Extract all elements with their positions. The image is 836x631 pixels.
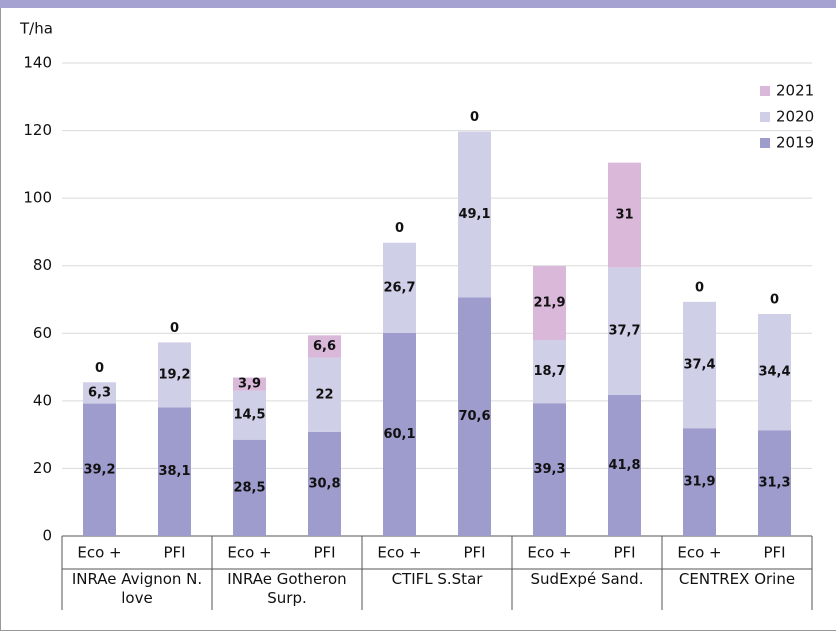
- value-label: 0: [95, 361, 104, 376]
- value-label: 49,1: [458, 207, 490, 222]
- top-band: [0, 0, 836, 8]
- bar-segment: [683, 428, 716, 536]
- legend-label: 2019: [776, 134, 814, 152]
- bar-segment: [533, 403, 566, 536]
- value-label: 21,9: [533, 296, 565, 311]
- value-label: 31,9: [683, 475, 715, 490]
- value-label: 18,7: [533, 364, 565, 379]
- value-label: 19,2: [158, 367, 190, 382]
- value-label: 3,9: [238, 377, 261, 392]
- y-tick-label: 120: [23, 121, 52, 139]
- bar-segment: [383, 242, 416, 333]
- group-label: SudExpé Sand.: [530, 570, 644, 588]
- group-label: CENTREX Orine: [678, 570, 796, 588]
- bar-segment: [158, 407, 191, 536]
- y-tick-label: 40: [33, 391, 52, 409]
- value-label: 6,3: [88, 385, 111, 400]
- y-tick-label: 20: [33, 459, 52, 477]
- bar-segment: [308, 335, 341, 358]
- value-label: 14,5: [233, 408, 265, 423]
- x-tick-label: Eco +: [77, 544, 121, 562]
- bar-segment: [533, 266, 566, 341]
- y-tick-label: 0: [42, 527, 52, 545]
- y-tick-label: 140: [23, 54, 52, 72]
- y-tick-label: 80: [33, 256, 52, 274]
- value-label: 30,8: [308, 476, 340, 491]
- value-label: 34,4: [758, 365, 790, 380]
- bar-segment: [83, 382, 116, 404]
- x-tick-label: PFI: [313, 544, 335, 562]
- bar-segment: [758, 430, 791, 536]
- value-label: 28,5: [233, 480, 265, 495]
- value-label: 22: [315, 387, 333, 402]
- legend-swatch: [760, 86, 770, 96]
- value-label: 6,6: [313, 339, 336, 354]
- value-label: 0: [695, 280, 704, 295]
- value-label: 0: [470, 110, 479, 125]
- value-label: 70,6: [458, 409, 490, 424]
- bar-segment: [608, 394, 641, 536]
- x-tick-label: Eco +: [527, 544, 571, 562]
- y-tick-label: 60: [33, 324, 52, 342]
- bar-segment: [758, 314, 791, 431]
- bar-segment: [683, 301, 716, 429]
- bar-segment: [308, 431, 341, 536]
- legend-label: 2020: [776, 108, 814, 126]
- value-label: 0: [770, 293, 779, 308]
- bar-segment: [533, 340, 566, 404]
- x-tick-label: PFI: [163, 544, 185, 562]
- y-tick-label: 100: [23, 189, 52, 207]
- legend-label: 2021: [776, 82, 814, 100]
- value-label: 39,3: [533, 462, 565, 477]
- x-tick-label: Eco +: [227, 544, 271, 562]
- value-label: 31,3: [758, 476, 790, 491]
- value-label: 60,1: [383, 427, 415, 442]
- group-label: INRAe Gotheron Surp.: [227, 570, 347, 607]
- bar-segment: [308, 357, 341, 432]
- value-label: 26,7: [383, 280, 415, 295]
- bar-segment: [383, 332, 416, 536]
- bar-segment: [233, 390, 266, 440]
- bar-segment: [83, 403, 116, 536]
- group-label: CTIFL S.Star: [391, 570, 483, 588]
- legend-swatch: [760, 138, 770, 148]
- bar-segment: [608, 267, 641, 395]
- bar-segment: [608, 162, 641, 268]
- bar-segment: [233, 377, 266, 391]
- group-label: INRAe Avignon N. love: [71, 570, 203, 607]
- value-label: 41,8: [608, 458, 640, 473]
- value-label: 0: [395, 221, 404, 236]
- x-tick-label: PFI: [463, 544, 485, 562]
- y-axis-label: T/ha: [19, 20, 53, 38]
- value-label: 37,4: [683, 358, 715, 373]
- bar-segment: [233, 439, 266, 536]
- value-label: 39,2: [83, 462, 115, 477]
- x-tick-label: PFI: [763, 544, 785, 562]
- x-tick-label: Eco +: [377, 544, 421, 562]
- value-label: 0: [170, 321, 179, 336]
- value-label: 31: [615, 208, 633, 223]
- bar-segment: [158, 342, 191, 408]
- x-tick-label: PFI: [613, 544, 635, 562]
- bar-segment: [458, 297, 491, 536]
- value-label: 37,7: [608, 324, 640, 339]
- legend-swatch: [760, 112, 770, 122]
- value-label: 38,1: [158, 464, 190, 479]
- x-tick-label: Eco +: [677, 544, 721, 562]
- bar-segment: [458, 131, 491, 298]
